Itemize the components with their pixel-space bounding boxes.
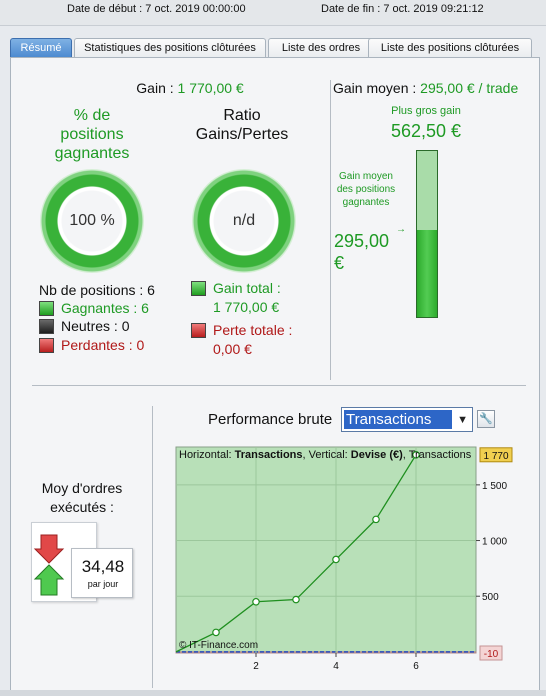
ratio-title: Ratio Gains/Pertes: [195, 107, 289, 143]
chart-min-badge-label: -10: [484, 649, 499, 660]
position-count: Nb de positions : 6: [39, 282, 155, 298]
chart-positive-area: [175, 446, 477, 653]
avg-gain-bar: [416, 150, 438, 318]
date-bar: Date de début : 7 oct. 2019 00:00:00 Dat…: [0, 0, 546, 26]
chart-point: [412, 450, 420, 459]
winners-swatch: [39, 301, 54, 316]
avg-winning-label: Gain moyen des positions gagnantes: [336, 171, 396, 208]
chart-max-badge: [479, 447, 513, 463]
win-rate-gauge: 100 %: [40, 169, 144, 273]
gain-line: Gain : 1 770,00 €: [60, 80, 320, 96]
orders-unit: par jour: [87, 579, 119, 589]
chart-max-badge-label: 1 770: [483, 451, 508, 462]
gain-total-label: Gain total :: [213, 280, 281, 296]
start-date-label: Date de début : 7 oct. 2019 00:00:00: [67, 3, 246, 15]
avg-gain-bar-fill: [417, 230, 437, 317]
avg-gain-label: Gain moyen :: [333, 80, 417, 96]
bottom-scrollbar[interactable]: [0, 690, 546, 696]
loss-total-label: Perte totale :: [213, 322, 293, 338]
ratio-value: n/d: [232, 212, 256, 229]
tab-closed-position-list[interactable]: Liste des positions clôturées: [368, 38, 532, 58]
chart-title: Horizontal: Transactions, Vertical: Devi…: [179, 449, 472, 461]
performance-title: Performance brute: [208, 411, 333, 428]
gain-value: 1 770,00 €: [177, 80, 244, 96]
ratio-gauge: n/d: [192, 169, 296, 273]
win-rate-value: 100 %: [69, 212, 115, 229]
chart-point: [292, 595, 300, 604]
tab-order-list[interactable]: Liste des ordres: [268, 38, 374, 58]
chevron-down-icon: ▼: [457, 414, 468, 426]
gain-total-swatch: [191, 281, 206, 296]
gain-total-value: 1 770,00 €: [213, 299, 280, 315]
tab-closed-position-stats[interactable]: Statistiques des positions clôturées: [74, 38, 266, 58]
avg-gain-value: 295,00 € / trade: [420, 80, 519, 96]
chart-watermark: © IT-Finance.com: [179, 640, 258, 651]
end-date-label: Date de fin : 7 oct. 2019 09:21:12: [321, 3, 484, 15]
chart-y-tick-label: 500: [482, 592, 499, 603]
win-rate-title: % de positions gagnantes: [54, 107, 130, 162]
wrench-icon[interactable]: 🔧: [477, 410, 495, 428]
loss-total-value: 0,00 €: [213, 341, 252, 357]
chart-y-tick-label: 1 000: [482, 537, 507, 548]
max-gain-label: Plus gros gain: [391, 105, 461, 117]
performance-axis-select[interactable]: Transactions ▼: [341, 407, 473, 432]
neutral-count: Neutres : 0: [61, 318, 130, 334]
chart-min-badge: [479, 645, 503, 661]
avg-winning-value: 295,00 €: [334, 231, 390, 273]
neutral-swatch: [39, 319, 54, 334]
max-gain-value: 562,50 €: [390, 121, 462, 141]
orders-title: Moy d'ordres exécutés :: [41, 480, 123, 515]
gain-label: Gain :: [136, 80, 174, 96]
chart-x-tick-label: 4: [333, 661, 339, 672]
section-divider-vertical: [330, 80, 331, 380]
chart-point: [252, 597, 260, 606]
performance-axis-value: Transactions: [344, 410, 452, 429]
chart-point: [212, 628, 220, 637]
winners-count: Gagnantes : 6: [61, 300, 149, 316]
orders-value: 34,48: [81, 557, 125, 576]
losers-swatch: [39, 338, 54, 353]
chart-point: [372, 515, 380, 524]
orders-arrows-icon: [33, 534, 65, 596]
chart-x-tick-label: 6: [413, 661, 419, 672]
performance-chart: 500 1 000 1 500 2 4 6 1 770 -10 Horizontal: Tra…: [175, 446, 513, 672]
orders-card: 34,48 par jour: [71, 548, 133, 598]
loss-total-swatch: [191, 323, 206, 338]
chart-x-tick-label: 2: [253, 661, 259, 672]
avg-gain-line: Gain moyen : 295,00 € / trade: [333, 80, 543, 96]
tab-resume[interactable]: Résumé: [10, 38, 72, 58]
chart-point: [332, 555, 340, 564]
chart-y-tick-label: 1 500: [482, 481, 507, 492]
bar-marker-arrow: →: [396, 224, 406, 235]
losers-count: Perdantes : 0: [61, 337, 145, 353]
section-divider-lower: [152, 406, 153, 688]
section-divider-horizontal: [32, 385, 526, 386]
